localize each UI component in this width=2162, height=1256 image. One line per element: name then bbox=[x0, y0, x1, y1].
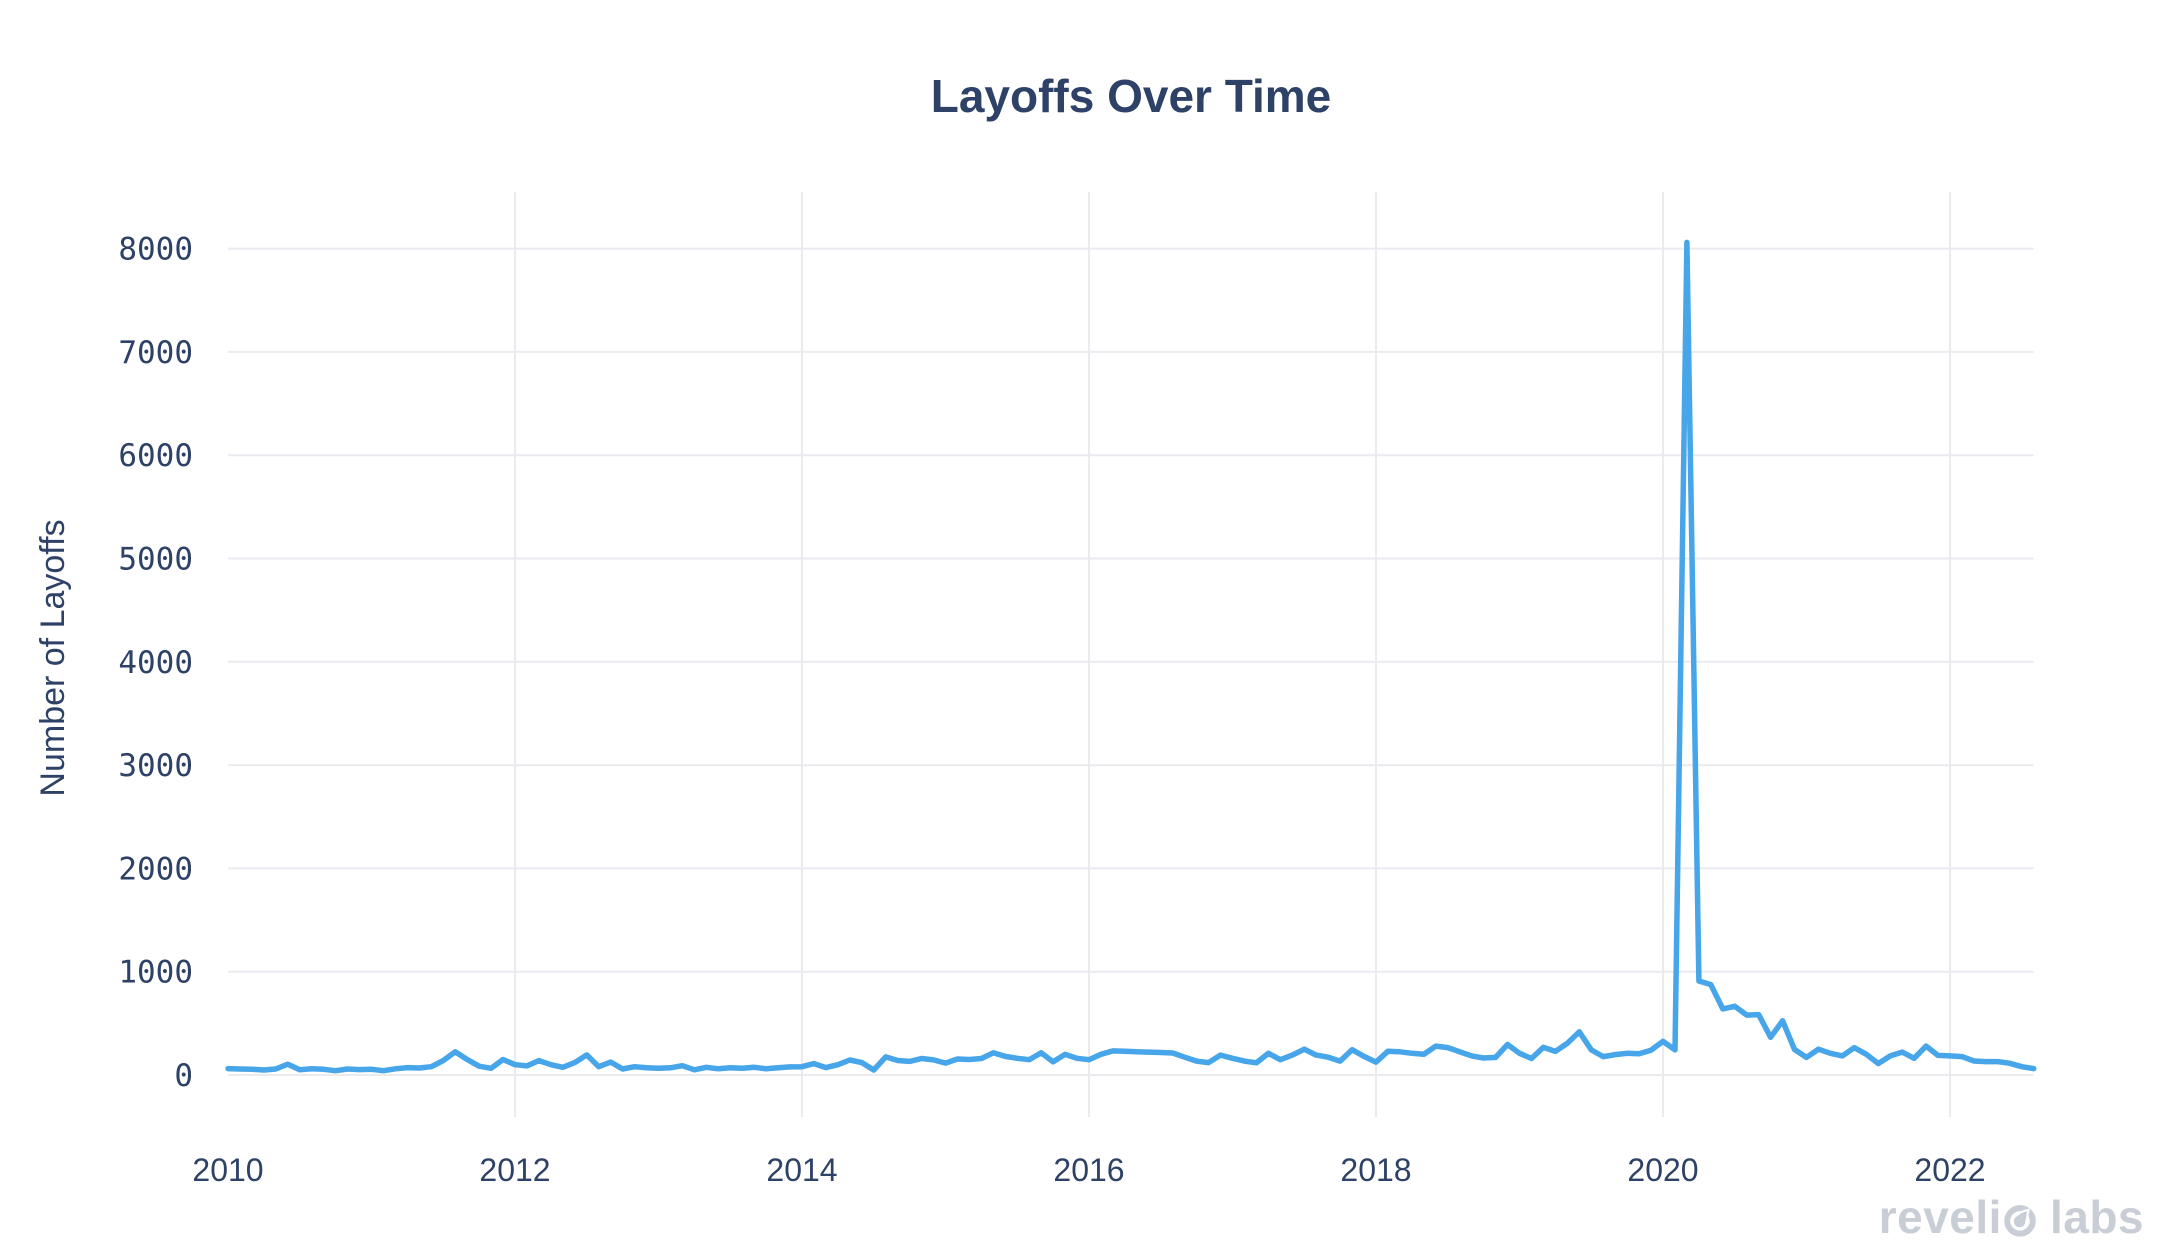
x-tick-label: 2020 bbox=[1627, 1152, 1698, 1188]
y-tick-label: 4000 bbox=[118, 645, 193, 681]
x-tick-label: 2012 bbox=[479, 1152, 550, 1188]
y-axis-tick-labels: 0 1000 2000 3000 4000 5000 6000 7000 8000 bbox=[118, 232, 193, 1094]
revelio-labs-logo: reveli labs bbox=[1879, 1190, 2144, 1244]
y-tick-label: 0 bbox=[174, 1058, 193, 1094]
y-tick-label: 6000 bbox=[118, 438, 193, 474]
x-tick-label: 2014 bbox=[766, 1152, 837, 1188]
y-tick-label: 8000 bbox=[118, 232, 193, 268]
layoffs-series-line bbox=[225, 239, 2037, 1074]
y-tick-label: 5000 bbox=[118, 542, 193, 578]
series-lines bbox=[225, 239, 2037, 1074]
y-tick-label: 3000 bbox=[118, 748, 193, 784]
y-tick-label: 1000 bbox=[118, 955, 193, 991]
x-axis-tick-labels: 2010 2012 2014 2016 2018 2020 2022 bbox=[192, 1152, 1985, 1188]
logo-text-reveli: reveli bbox=[1878, 1191, 2002, 1243]
y-tick-label: 2000 bbox=[118, 851, 193, 887]
logo-text-labs: labs bbox=[2049, 1191, 2144, 1243]
x-tick-label: 2022 bbox=[1914, 1152, 1985, 1188]
logo-droplet-o-icon bbox=[2003, 1203, 2037, 1237]
x-tick-label: 2016 bbox=[1053, 1152, 1124, 1188]
x-tick-label: 2018 bbox=[1340, 1152, 1411, 1188]
y-axis-title: Number of Layoffs bbox=[34, 519, 72, 796]
chart-title: Layoffs Over Time bbox=[931, 70, 1332, 122]
y-tick-label: 7000 bbox=[118, 335, 193, 371]
horizontal-gridlines bbox=[228, 247, 2034, 1076]
x-tick-label: 2010 bbox=[192, 1152, 263, 1188]
vertical-gridlines bbox=[514, 192, 1951, 1117]
